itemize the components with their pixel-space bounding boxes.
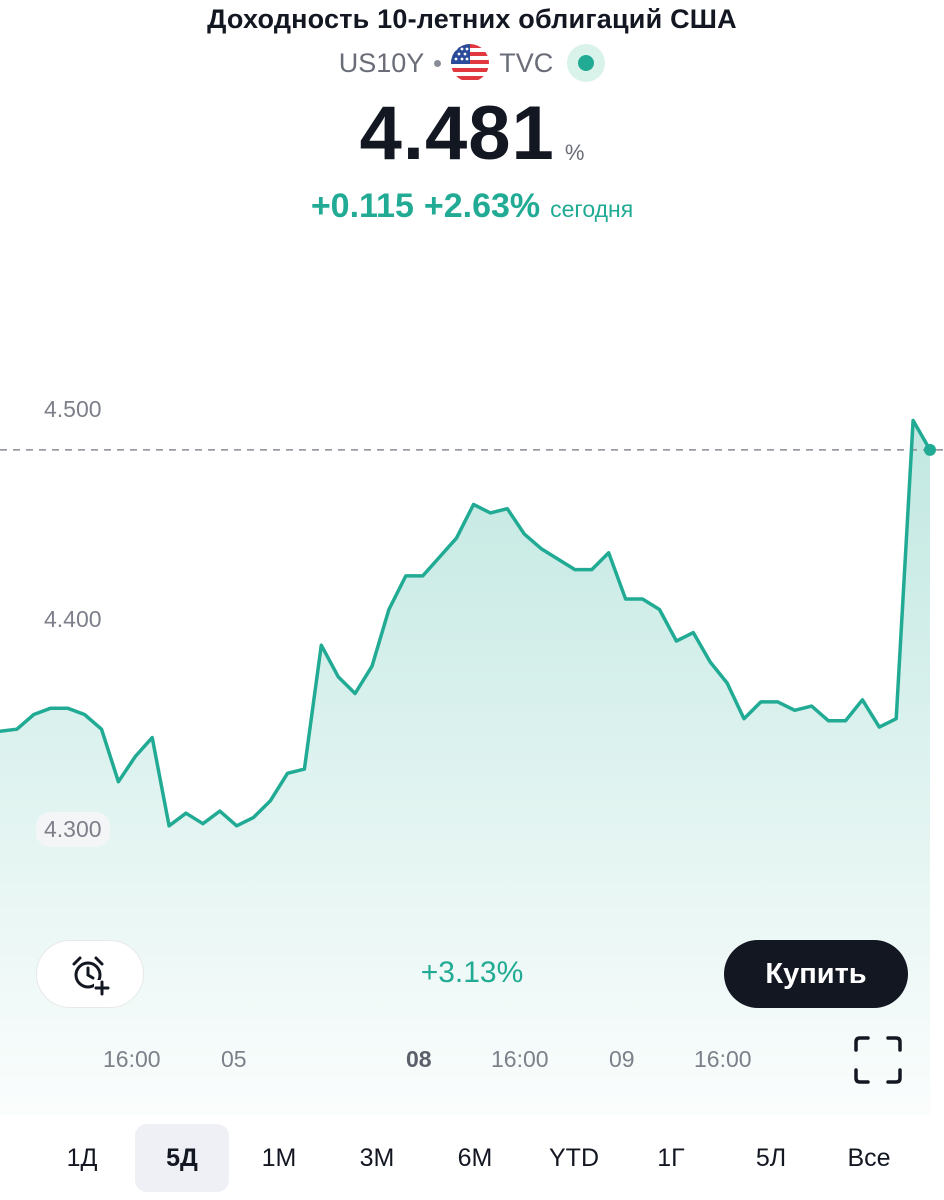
separator-dot: [434, 59, 442, 67]
range-change-percent: +3.13%: [420, 956, 524, 989]
change-absolute: +0.115: [310, 187, 414, 225]
page-title: Доходность 10-летних облигаций США: [207, 4, 737, 34]
fullscreen-button[interactable]: [852, 1034, 904, 1086]
tab-1d[interactable]: 1Д: [66, 1143, 98, 1172]
change-percent: +2.63%: [423, 187, 541, 225]
x-tick-label: 08: [406, 1046, 432, 1072]
price-row: 4.481 %: [0, 96, 944, 172]
tab-5y[interactable]: 5Л: [755, 1143, 787, 1172]
tab-1m[interactable]: 1М: [261, 1143, 297, 1172]
y-tick-label: 4.500: [44, 396, 102, 422]
last-price-point: [924, 443, 936, 456]
change-row: +0.115 +2.63% сегодня: [0, 187, 944, 226]
x-tick-label: 05: [221, 1046, 247, 1072]
chart-series-line: [0, 418, 932, 828]
y-tick-label: 4.300: [36, 812, 110, 847]
fullscreen-icon: [854, 1036, 902, 1084]
add-alert-clock-icon: [72, 956, 110, 996]
tab-1y[interactable]: 1Г: [657, 1143, 685, 1172]
last-price: 4.481: [359, 91, 555, 176]
x-tick-label: 16:00: [103, 1046, 161, 1072]
chart-area-fill: [0, 420, 930, 1115]
tab-all[interactable]: Все: [847, 1143, 891, 1172]
symbol-meta: US10Y TVC: [0, 44, 944, 82]
buy-button[interactable]: Купить: [724, 940, 908, 1008]
change-period: сегодня: [550, 196, 634, 222]
exchange-name[interactable]: TVC: [499, 47, 554, 78]
timeframe-tabs: 1Д 5Д 1М 3М 6М YTD 1Г 5Л Все: [0, 1124, 944, 1192]
x-tick-label: 16:00: [694, 1046, 752, 1072]
price-chart[interactable]: [0, 0, 944, 1120]
tab-6m[interactable]: 6М: [457, 1143, 493, 1172]
tab-ytd[interactable]: YTD: [549, 1143, 599, 1172]
price-unit: %: [564, 140, 585, 165]
add-alert-button[interactable]: [36, 940, 144, 1008]
tab-3m[interactable]: 3М: [359, 1143, 395, 1172]
market-open-dot-icon: [567, 44, 606, 82]
us-flag-icon: [451, 44, 490, 82]
symbol-ticker[interactable]: US10Y: [338, 47, 425, 78]
tab-5d[interactable]: 5Д: [135, 1124, 229, 1192]
x-tick-label: 09: [609, 1046, 635, 1072]
y-tick-label: 4.400: [44, 606, 102, 632]
x-tick-label: 16:00: [491, 1046, 549, 1072]
